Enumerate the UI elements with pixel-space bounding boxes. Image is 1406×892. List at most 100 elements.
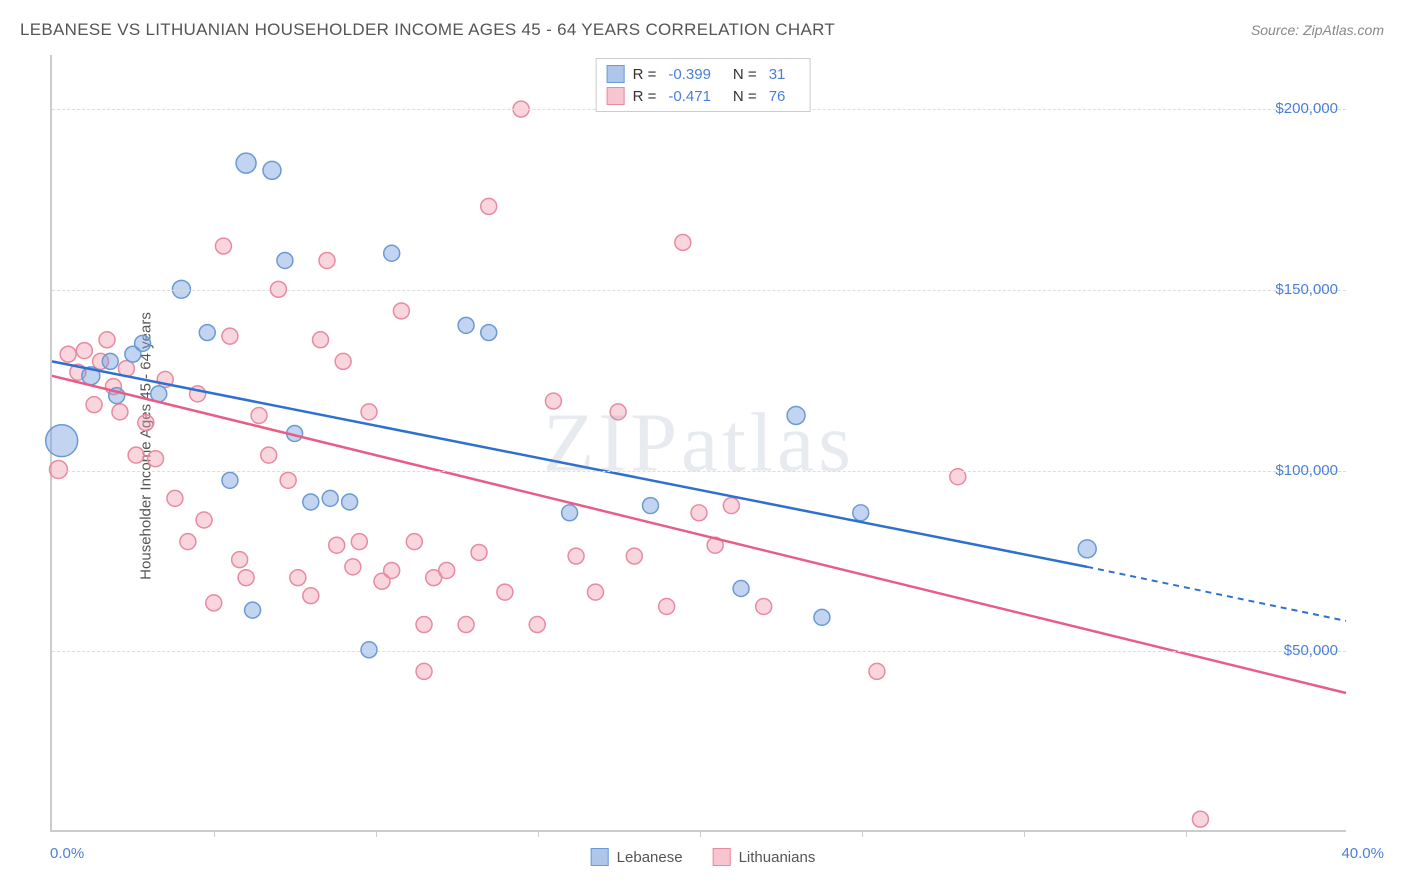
data-point-lithuanian — [167, 490, 183, 506]
swatch-pink-bottom — [713, 848, 731, 866]
data-point-lithuanian — [196, 512, 212, 528]
data-point-lebanese — [733, 581, 749, 597]
data-point-lithuanian — [148, 451, 164, 467]
data-point-lithuanian — [49, 461, 67, 479]
data-point-lebanese — [853, 505, 869, 521]
data-point-lithuanian — [439, 562, 455, 578]
data-point-lebanese — [342, 494, 358, 510]
x-tick — [538, 830, 539, 837]
data-point-lithuanian — [128, 447, 144, 463]
data-point-lebanese — [642, 498, 658, 514]
data-point-lithuanian — [345, 559, 361, 575]
data-point-lithuanian — [232, 552, 248, 568]
data-point-lithuanian — [351, 534, 367, 550]
legend-label-lithuanian: Lithuanians — [739, 849, 816, 866]
data-point-lithuanian — [290, 570, 306, 586]
correlation-row-lebanese: R = -0.399 N = 31 — [607, 63, 800, 85]
data-point-lithuanian — [416, 617, 432, 633]
chart-svg — [52, 55, 1346, 830]
n-value-pink: 76 — [769, 88, 786, 105]
data-point-lebanese — [384, 245, 400, 261]
data-point-lebanese — [222, 472, 238, 488]
r-label: R = — [633, 88, 657, 105]
x-tick — [862, 830, 863, 837]
data-point-lithuanian — [587, 584, 603, 600]
data-point-lithuanian — [251, 407, 267, 423]
x-tick — [376, 830, 377, 837]
data-point-lithuanian — [222, 328, 238, 344]
legend-item-lithuanian: Lithuanians — [713, 848, 816, 866]
correlation-legend: R = -0.399 N = 31 R = -0.471 N = 76 — [596, 58, 811, 112]
data-point-lithuanian — [180, 534, 196, 550]
y-tick-label: $50,000 — [1284, 642, 1338, 659]
y-tick-label: $200,000 — [1275, 100, 1338, 117]
legend-item-lebanese: Lebanese — [591, 848, 683, 866]
data-point-lithuanian — [471, 544, 487, 560]
x-tick — [700, 830, 701, 837]
y-tick-label: $100,000 — [1275, 462, 1338, 479]
n-label: N = — [733, 66, 757, 83]
chart-title: LEBANESE VS LITHUANIAN HOUSEHOLDER INCOM… — [20, 20, 835, 40]
data-point-lithuanian — [60, 346, 76, 362]
data-point-lithuanian — [756, 599, 772, 615]
data-point-lebanese — [814, 609, 830, 625]
x-tick — [214, 830, 215, 837]
gridline — [52, 471, 1346, 472]
source-attribution: Source: ZipAtlas.com — [1251, 22, 1384, 38]
data-point-lebanese — [199, 325, 215, 341]
data-point-lebanese — [787, 406, 805, 424]
r-value-blue: -0.399 — [668, 66, 711, 83]
data-point-lithuanian — [138, 415, 154, 431]
data-point-lithuanian — [238, 570, 254, 586]
data-point-lithuanian — [406, 534, 422, 550]
x-tick — [1186, 830, 1187, 837]
data-point-lebanese — [277, 252, 293, 268]
data-point-lithuanian — [1192, 811, 1208, 827]
gridline — [52, 290, 1346, 291]
series-legend: Lebanese Lithuanians — [591, 848, 816, 866]
gridline — [52, 651, 1346, 652]
data-point-lebanese — [236, 153, 256, 173]
data-point-lithuanian — [76, 343, 92, 359]
trendline-lebanese — [52, 361, 1087, 566]
x-axis-end: 40.0% — [1341, 845, 1384, 862]
data-point-lithuanian — [319, 252, 335, 268]
x-tick — [1024, 830, 1025, 837]
r-value-pink: -0.471 — [668, 88, 711, 105]
data-point-lithuanian — [529, 617, 545, 633]
data-point-lebanese — [1078, 540, 1096, 558]
data-point-lithuanian — [568, 548, 584, 564]
swatch-blue — [607, 65, 625, 83]
data-point-lebanese — [361, 642, 377, 658]
data-point-lithuanian — [723, 498, 739, 514]
swatch-blue-bottom — [591, 848, 609, 866]
data-point-lithuanian — [869, 663, 885, 679]
data-point-lebanese — [46, 425, 78, 457]
r-label: R = — [633, 66, 657, 83]
data-point-lithuanian — [659, 599, 675, 615]
y-tick-label: $150,000 — [1275, 281, 1338, 298]
data-point-lithuanian — [313, 332, 329, 348]
swatch-pink — [607, 87, 625, 105]
data-point-lebanese — [562, 505, 578, 521]
data-point-lithuanian — [280, 472, 296, 488]
data-point-lithuanian — [416, 663, 432, 679]
n-value-blue: 31 — [769, 66, 786, 83]
n-label: N = — [733, 88, 757, 105]
data-point-lebanese — [481, 325, 497, 341]
correlation-row-lithuanian: R = -0.471 N = 76 — [607, 85, 800, 107]
data-point-lithuanian — [384, 562, 400, 578]
data-point-lithuanian — [675, 234, 691, 250]
data-point-lithuanian — [206, 595, 222, 611]
data-point-lithuanian — [626, 548, 642, 564]
data-point-lithuanian — [545, 393, 561, 409]
data-point-lithuanian — [361, 404, 377, 420]
data-point-lithuanian — [99, 332, 115, 348]
data-point-lithuanian — [458, 617, 474, 633]
data-point-lebanese — [102, 353, 118, 369]
data-point-lebanese — [263, 161, 281, 179]
data-point-lithuanian — [303, 588, 319, 604]
data-point-lithuanian — [112, 404, 128, 420]
data-point-lithuanian — [86, 397, 102, 413]
data-point-lithuanian — [481, 198, 497, 214]
